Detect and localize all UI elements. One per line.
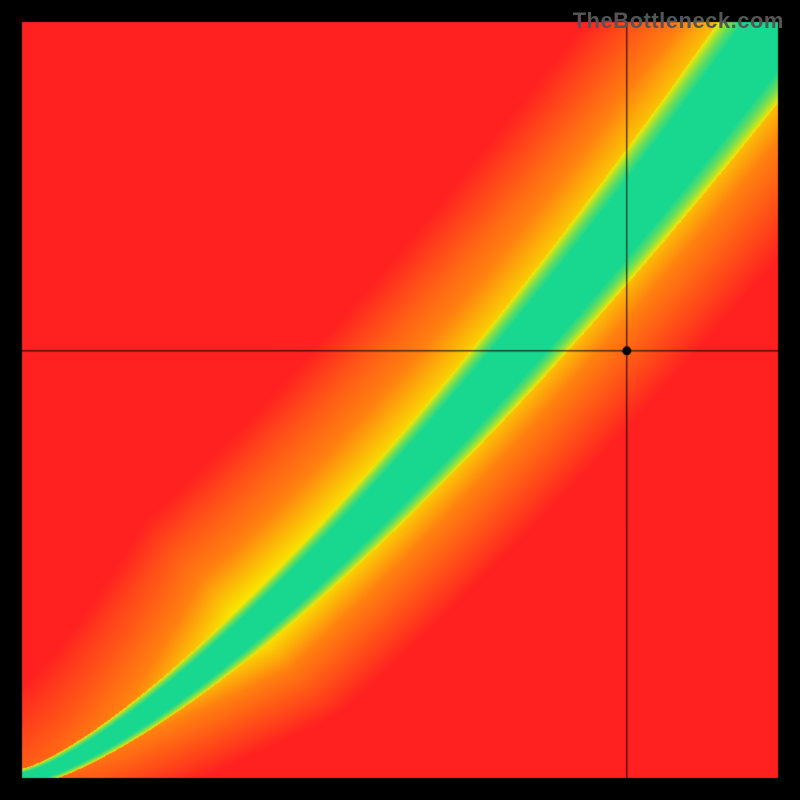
watermark-label: TheBottleneck.com [573, 8, 784, 34]
chart-container: TheBottleneck.com [0, 0, 800, 800]
bottleneck-heatmap [0, 0, 800, 800]
